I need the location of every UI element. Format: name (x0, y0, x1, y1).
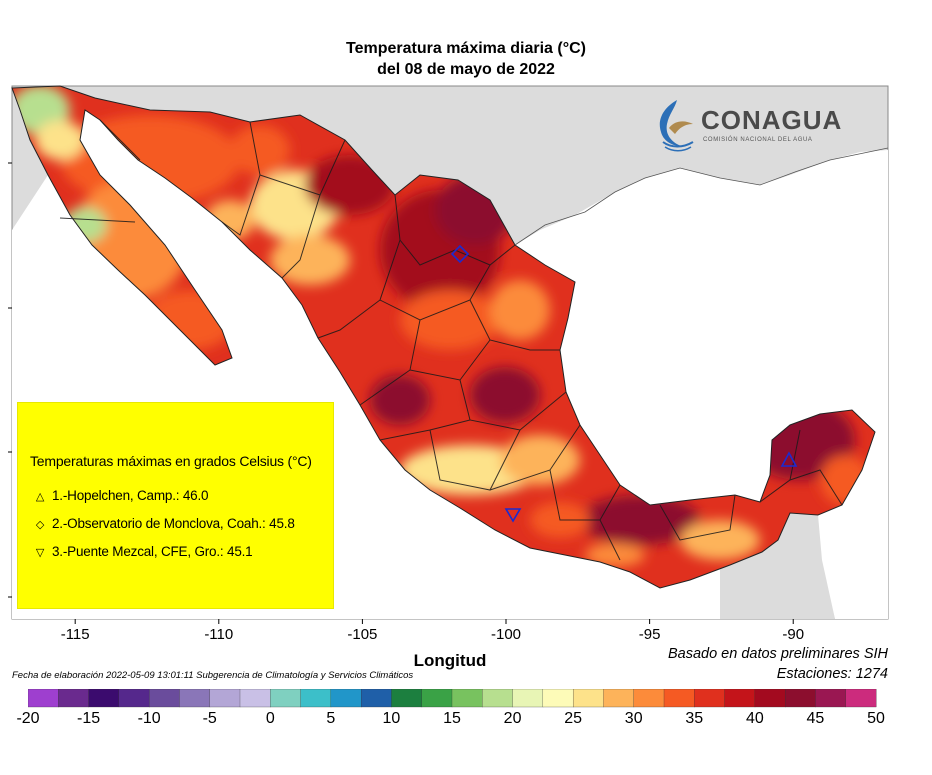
colorbar-segment (663, 689, 695, 708)
colorbar-segment (209, 689, 241, 708)
colorbar-segment (754, 689, 786, 708)
colorbar-segment (330, 689, 362, 708)
legend-entry-3-text: 3.-Puente Mezcal, CFE, Gro.: 45.1 (52, 544, 253, 559)
colorbar-segment (239, 689, 271, 708)
triangle-down-icon: ▽ (35, 547, 45, 559)
central-america (720, 513, 835, 619)
colorbar-segment (572, 689, 604, 708)
legend-title: Temperaturas máximas en grados Celsius (… (30, 453, 312, 469)
colorbar-tick-label: 45 (806, 710, 825, 727)
legend-entry-1-text: 1.-Hopelchen, Camp.: 46.0 (52, 488, 209, 503)
colorbar-tick-label: 35 (685, 710, 704, 727)
basado-en-datos: Basado en datos preliminares SIH (667, 646, 888, 662)
conagua-logo: CONAGUA COMISIÓN NACIONAL DEL AGUA (655, 98, 841, 159)
y-axis-ticks (8, 162, 12, 598)
colorbar-segment (179, 689, 211, 708)
diamond-icon: ◇ (35, 519, 45, 531)
colorbar-segment (845, 689, 877, 708)
brand-subtitle: COMISIÓN NACIONAL DEL AGUA (703, 137, 813, 143)
colorbar-tick-label: -10 (137, 710, 161, 727)
colorbar-segment (28, 689, 59, 708)
colorbar-tick-label: 5 (326, 710, 336, 727)
colorbar-segment (58, 689, 90, 708)
colorbar-tick-label: 50 (867, 710, 885, 727)
gulf-of-mexico (515, 150, 888, 619)
state-borders (59, 119, 843, 561)
legend-entry-2-text: 2.-Observatorio de Monclova, Coah.: 45.8 (52, 516, 295, 531)
colorbar (28, 689, 877, 708)
estaciones-count: Estaciones: 1274 (776, 666, 888, 682)
colorbar-tick-label: 30 (624, 710, 643, 727)
colorbar-tick-label: 20 (503, 710, 522, 727)
colorbar-tick-label: -5 (202, 710, 217, 727)
legend-entry-1: △ 1.-Hopelchen, Camp.: 46.0 (32, 488, 209, 503)
x-tick-label: -90 (782, 626, 805, 643)
colorbar-segment (421, 689, 453, 708)
colorbar-segment (694, 689, 726, 708)
colorbar-segment (633, 689, 665, 708)
legend-entry-3: ▽ 3.-Puente Mezcal, CFE, Gro.: 45.1 (32, 544, 253, 559)
triangle-up-icon: △ (35, 491, 45, 503)
us-coastline (514, 147, 889, 246)
station-1-marker (780, 451, 798, 467)
colorbar-segment (270, 689, 302, 708)
colorbar-tick-label: 0 (265, 710, 275, 727)
colorbar-tick-label: -15 (77, 710, 101, 727)
conagua-wave-icon (659, 100, 694, 152)
colorbar-segment (118, 689, 150, 708)
legend-box: Temperaturas máximas en grados Celsius (… (18, 403, 333, 608)
colorbar-segment (815, 689, 847, 708)
colorbar-tick-label: 10 (382, 710, 401, 727)
colorbar-segment (451, 689, 483, 708)
colorbar-segment (482, 689, 514, 708)
brand-name: CONAGUA (701, 105, 843, 135)
x-axis-label: Longitud (413, 651, 487, 670)
title-line-1: Temperatura máxima diaria (°C) (346, 40, 586, 57)
x-tick-label: -105 (347, 626, 378, 643)
title-line-2: del 08 de mayo de 2022 (377, 61, 555, 78)
colorbar-tick-label: -20 (16, 710, 40, 727)
colorbar-segment (603, 689, 635, 708)
x-tick-label: -95 (638, 626, 661, 643)
x-tick-label: -115 (60, 626, 90, 643)
colorbar-segment (724, 689, 756, 708)
colorbar-tick-label: 15 (443, 710, 461, 727)
chart-title: Temperatura máxima diaria (°C) del 08 de… (0, 38, 932, 80)
station-3-marker (504, 508, 522, 523)
station-2-marker (450, 244, 470, 264)
x-tick-label: -100 (490, 626, 522, 643)
mexico-outline (11, 85, 876, 589)
colorbar-segment (542, 689, 574, 708)
x-tick-label: -110 (204, 626, 234, 643)
colorbar-segment (512, 689, 544, 708)
colorbar-tick-label: 25 (564, 710, 583, 727)
colorbar-segment (148, 689, 180, 708)
colorbar-segment (784, 689, 816, 708)
fecha-elaboracion: Fecha de elaboración 2022-05-09 13:01:11… (12, 670, 414, 681)
x-axis-ticks (74, 619, 794, 624)
colorbar-segment (88, 689, 120, 708)
colorbar-segment (391, 689, 423, 708)
colorbar-segment (360, 689, 392, 708)
legend-entry-2: ◇ 2.-Observatorio de Monclova, Coah.: 45.… (32, 516, 295, 531)
colorbar-tick-label: 40 (745, 710, 764, 727)
colorbar-segment (300, 689, 332, 708)
